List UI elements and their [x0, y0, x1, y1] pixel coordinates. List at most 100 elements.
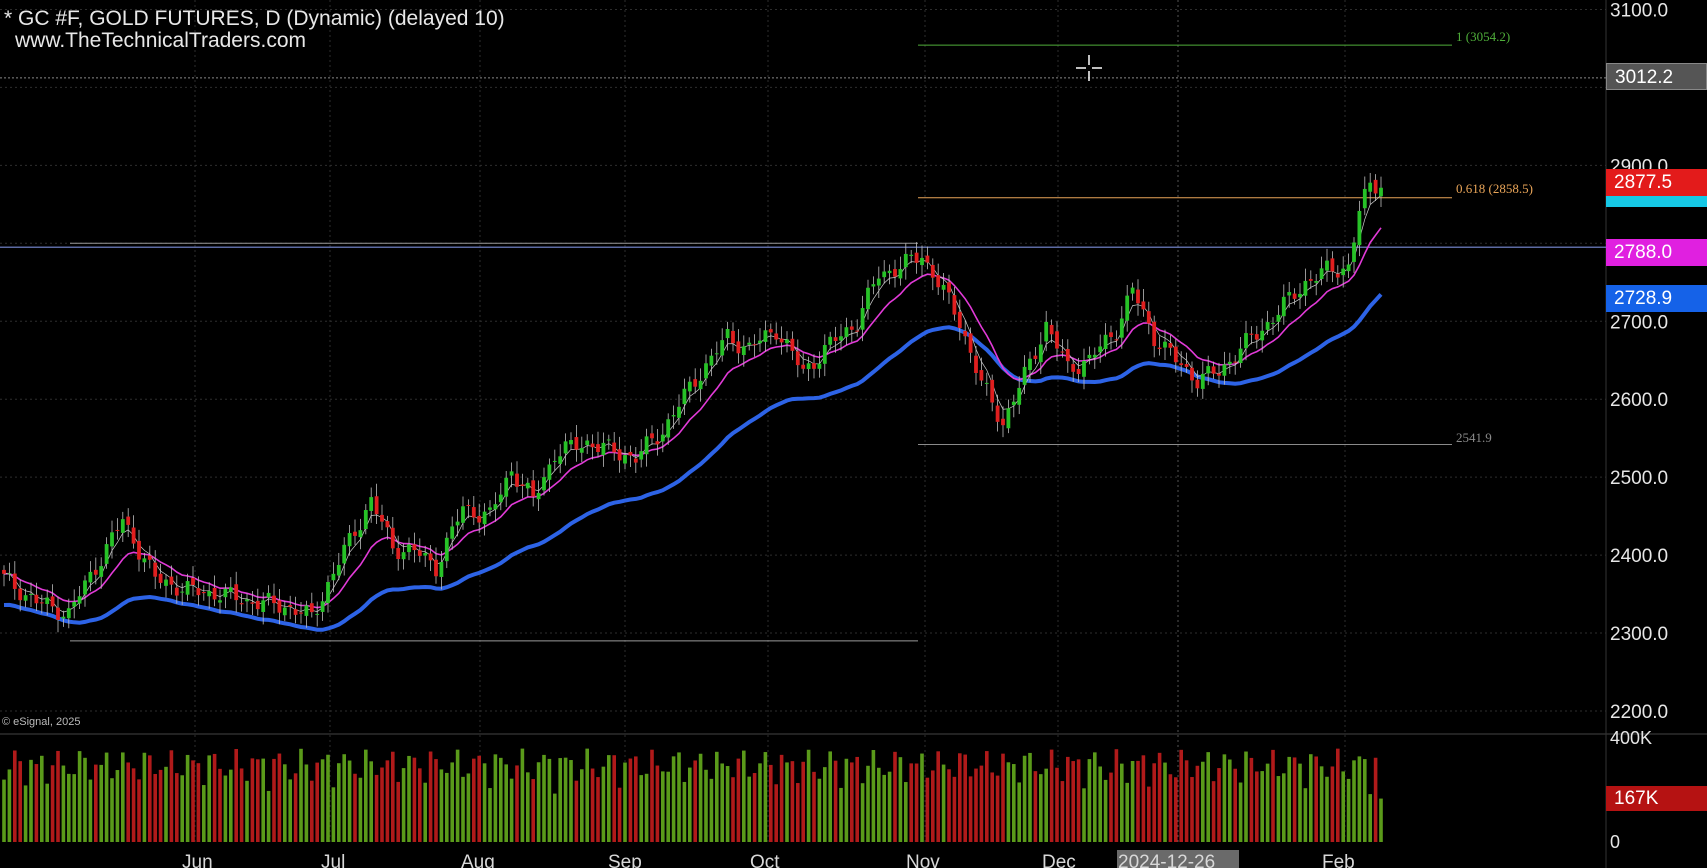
volume-bar — [688, 767, 692, 842]
candle-body — [1227, 361, 1232, 365]
candle-body — [1006, 408, 1011, 429]
badge-ma-magenta: 2788.0 — [1606, 239, 1707, 266]
horizontal-lines — [0, 44, 1606, 642]
candle-body — [552, 460, 557, 462]
candle-body — [1206, 366, 1211, 374]
candle-body — [412, 544, 417, 551]
candle-body — [1190, 367, 1194, 381]
candle-body — [315, 613, 320, 615]
candle-body — [812, 363, 816, 369]
volume-bars — [2, 748, 1383, 842]
candle-body — [390, 527, 395, 549]
candle-body — [288, 605, 293, 607]
volume-bar — [304, 764, 309, 842]
candle-body — [596, 444, 600, 453]
volume-bar — [320, 759, 325, 842]
volume-bar — [61, 765, 66, 842]
volume-bar — [1152, 763, 1156, 842]
volume-bar — [509, 778, 514, 842]
candle-body — [1184, 364, 1189, 367]
y-tick-label: 2700.0 — [1610, 312, 1668, 333]
y-tick-label: 3100.0 — [1610, 0, 1668, 21]
candle-body — [417, 550, 422, 556]
chart-title: * GC #F, GOLD FUTURES, D (Dynamic) (dela… — [4, 7, 505, 30]
volume-bar — [261, 758, 265, 842]
volume-bar — [1039, 774, 1043, 842]
volume-bar — [374, 774, 379, 842]
candle-body — [39, 602, 44, 604]
candle-body — [1217, 373, 1221, 376]
candle-body — [687, 381, 692, 392]
candle-body — [752, 344, 757, 346]
volume-bar — [666, 771, 670, 842]
volume-bar — [531, 779, 535, 842]
candle-body — [1319, 268, 1324, 279]
candle-body — [1033, 355, 1038, 360]
badge-last-price: 2877.5 — [1606, 169, 1707, 196]
candle-body — [795, 351, 800, 366]
volume-bar — [1217, 768, 1221, 842]
volume-bar — [758, 763, 762, 842]
candle-body — [461, 506, 465, 523]
volume-bar — [963, 754, 967, 842]
candle-body — [1179, 363, 1184, 366]
candle-body — [1244, 333, 1248, 349]
candle-body — [493, 504, 498, 510]
axes: 2200.02300.02400.02500.02600.02700.02900… — [182, 0, 1668, 868]
volume-bar — [1190, 777, 1194, 842]
candle-body — [1200, 373, 1205, 389]
candle-body — [115, 529, 120, 531]
volume-bar — [590, 768, 595, 842]
candle-body — [623, 455, 627, 464]
candle-body — [995, 405, 1000, 422]
volume-bar — [898, 757, 903, 842]
candle-body — [174, 587, 179, 596]
candle-body — [1060, 351, 1065, 353]
volume-bar — [7, 769, 12, 842]
candle-body — [83, 580, 87, 595]
candle-body — [1044, 321, 1049, 342]
volume-bar — [574, 780, 579, 842]
candle-body — [1254, 334, 1259, 340]
candle-body — [1173, 346, 1178, 363]
candle-body — [779, 338, 784, 343]
volume-bar — [1147, 786, 1151, 842]
volume-bar — [1022, 755, 1027, 842]
candle-body — [218, 600, 222, 603]
volume-bar — [563, 757, 568, 842]
x-tick-label: Jun — [182, 852, 213, 868]
volume-bar — [736, 758, 741, 842]
candle-body — [1249, 333, 1254, 335]
volume-bar — [1238, 782, 1243, 842]
volume-bar — [1184, 760, 1189, 842]
volume-bar — [223, 775, 228, 842]
candle-body — [1109, 332, 1113, 338]
volume-bar — [94, 764, 98, 842]
candle-body — [866, 287, 870, 310]
volume-bar — [931, 770, 935, 842]
candle-body — [223, 588, 228, 598]
volume-bar — [569, 760, 573, 842]
candle-body — [633, 458, 638, 463]
volume-bar — [920, 753, 924, 842]
x-tick-label: Sep — [608, 852, 642, 868]
volume-bar — [23, 785, 28, 842]
candle-body — [142, 558, 147, 563]
candle-body — [169, 576, 174, 585]
volume-bar — [893, 751, 897, 842]
volume-bar — [250, 758, 255, 842]
volume-bar — [882, 774, 886, 842]
candle-body — [957, 311, 962, 329]
y-tick-label: 2400.0 — [1610, 546, 1668, 567]
fib-level-0618-label: 0.618 (2858.5) — [1456, 181, 1533, 196]
candle-body — [353, 531, 357, 536]
volume-bar — [887, 771, 892, 842]
candle-body — [758, 340, 762, 344]
volume-bar — [326, 754, 330, 842]
volume-bar — [1298, 763, 1302, 842]
candle-body — [1065, 349, 1070, 362]
candle-body — [1082, 360, 1086, 377]
volume-bar — [1211, 781, 1216, 842]
volume-bar — [990, 772, 994, 842]
candle-body — [909, 254, 914, 256]
